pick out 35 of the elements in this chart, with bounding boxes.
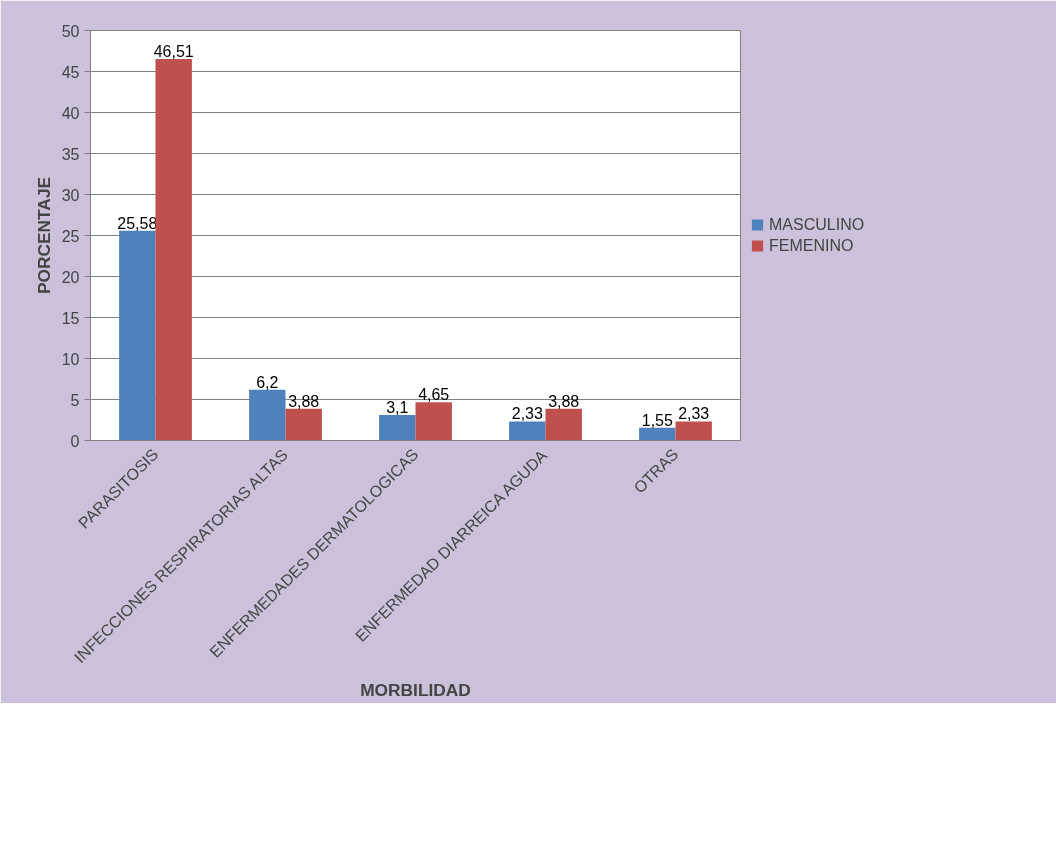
y-tick-label: 50 [61, 22, 80, 40]
legend-label: MASCULINO [769, 215, 865, 234]
y-tick-label: 15 [61, 309, 80, 327]
data-label: 25,58 [117, 214, 158, 232]
bar [249, 389, 286, 441]
y-tick-label: 0 [70, 432, 80, 450]
bar [285, 408, 322, 441]
x-axis-title: MORBILIDAD [360, 680, 471, 701]
y-tick-label: 5 [70, 391, 80, 409]
y-axis-title: PORCENTAJE [33, 176, 54, 295]
bar [415, 402, 452, 441]
data-label: 46,51 [153, 43, 194, 61]
data-label: 3,1 [386, 399, 409, 417]
data-label: 6,2 [256, 373, 279, 391]
data-label: 1,55 [641, 411, 673, 429]
bar [545, 408, 582, 441]
bar [639, 427, 676, 441]
bar [119, 230, 156, 441]
y-tick-label: 35 [61, 145, 80, 163]
legend-label: FEMENINO [769, 236, 854, 255]
data-label: 3,88 [288, 392, 320, 410]
data-label: 2,33 [511, 405, 543, 423]
bar [509, 421, 546, 441]
y-tick-label: 25 [61, 227, 80, 245]
data-label: 4,65 [418, 386, 450, 404]
y-tick-label: 40 [61, 104, 80, 122]
bar [379, 415, 416, 441]
y-tick-label: 10 [61, 350, 80, 368]
bar [675, 421, 712, 441]
y-tick-label: 30 [61, 186, 80, 204]
data-label: 3,88 [548, 392, 580, 410]
data-label: 2,33 [678, 405, 710, 423]
y-tick-label: 45 [61, 63, 80, 81]
y-tick-label: 20 [61, 268, 80, 286]
bar [155, 59, 192, 441]
